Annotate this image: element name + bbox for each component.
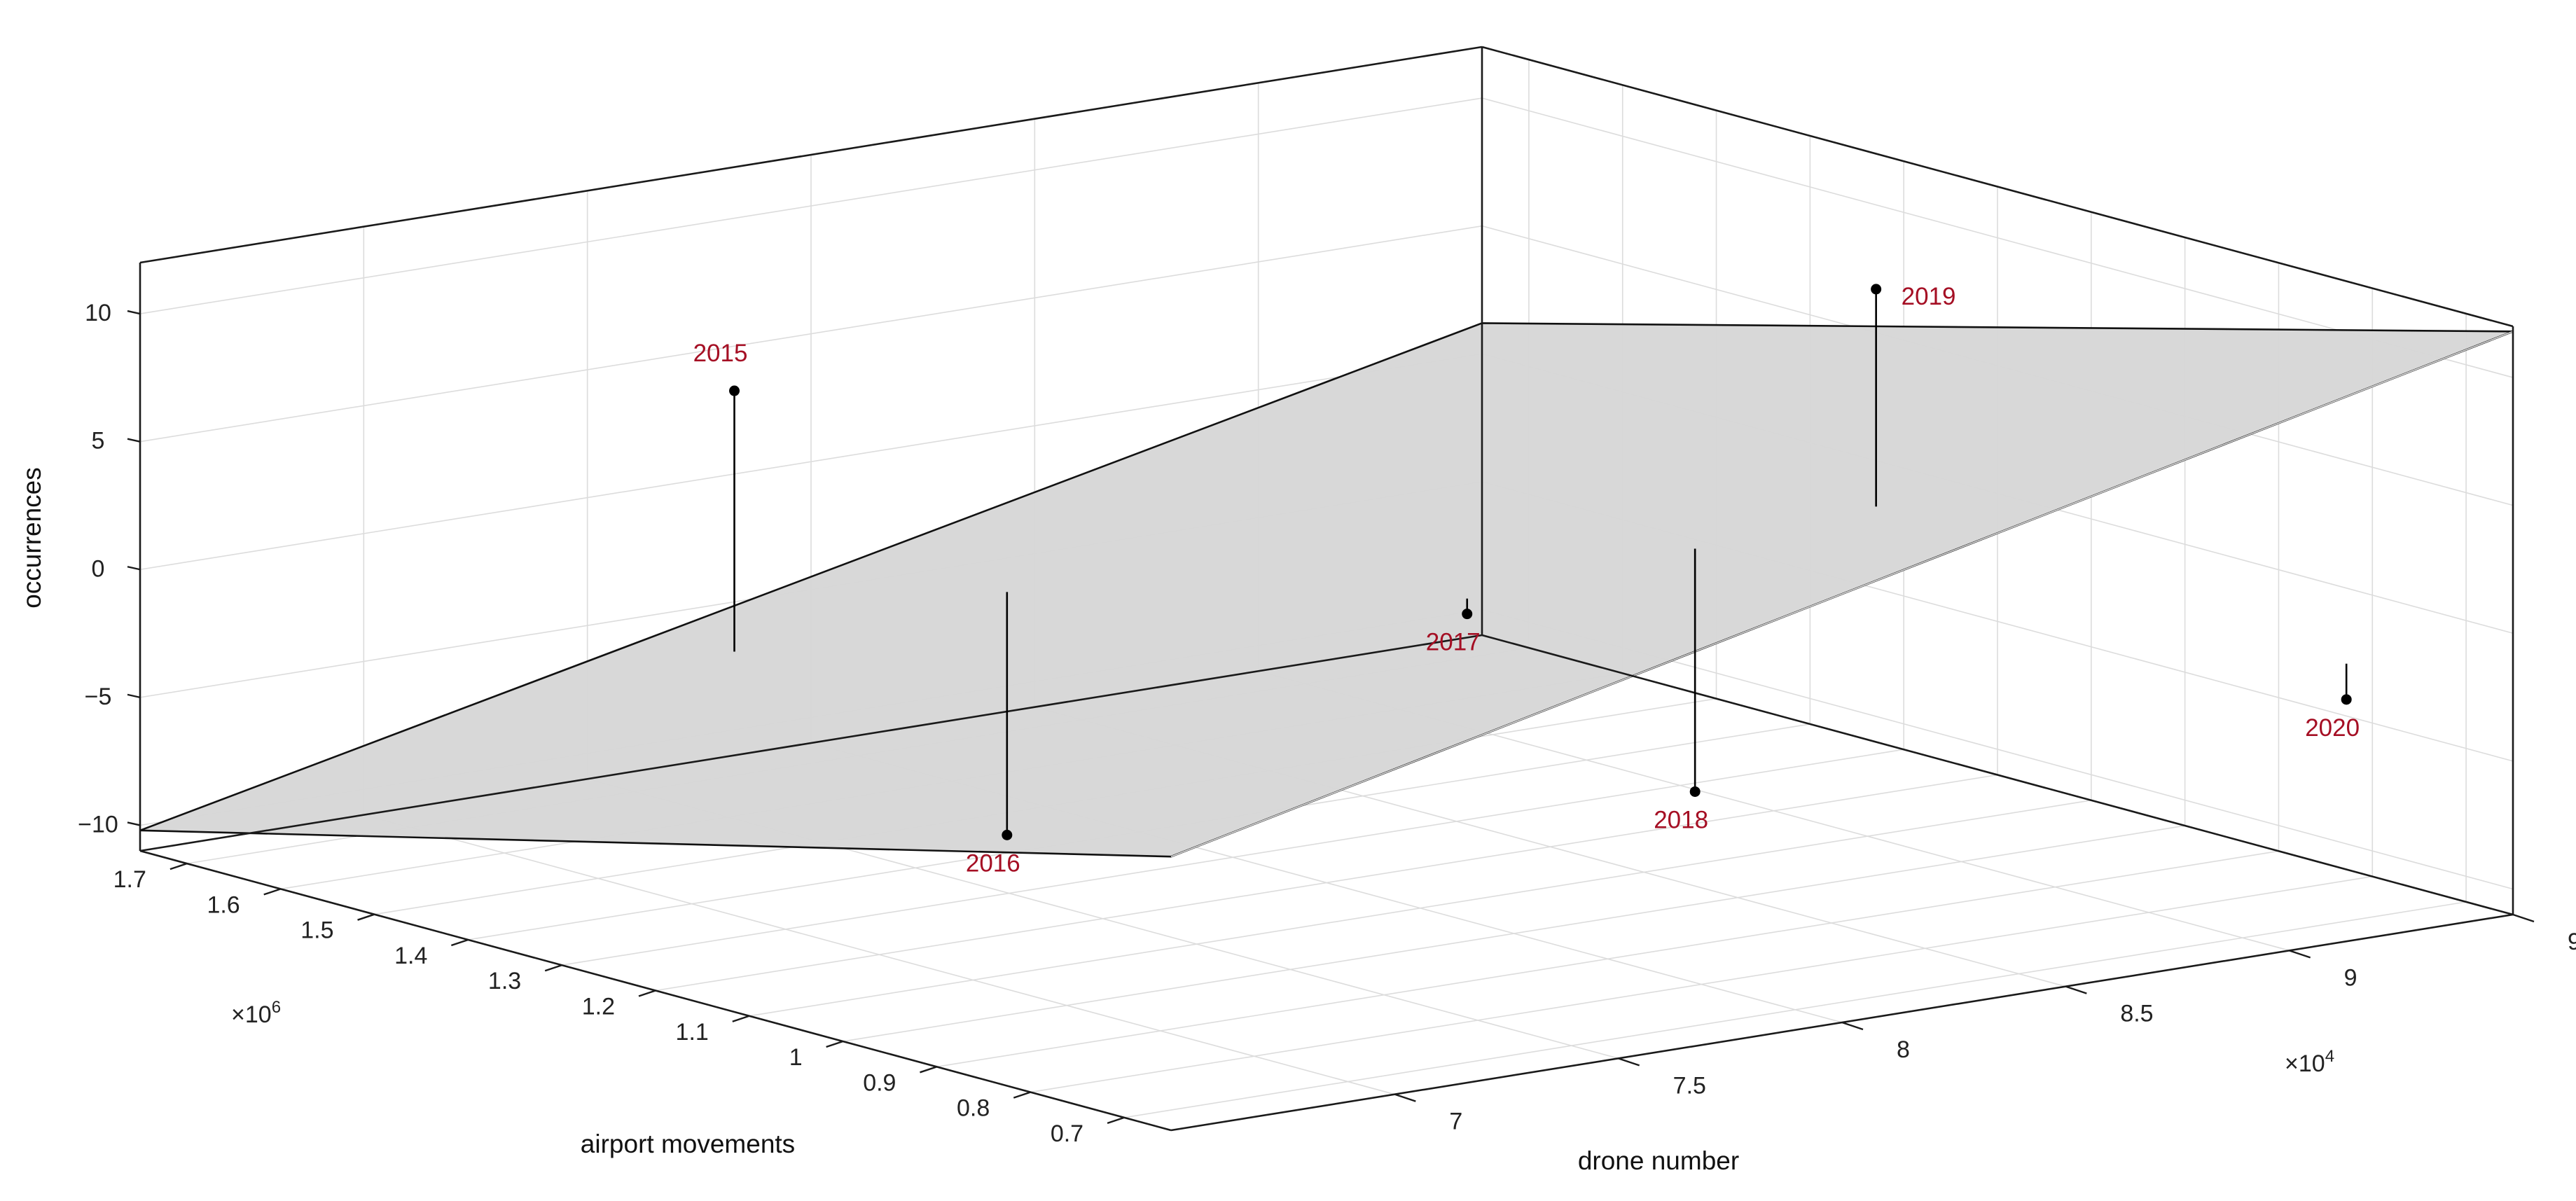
data-point-2020 [2341,694,2352,705]
data-label-2015: 2015 [693,340,748,367]
x-tick [732,1015,750,1022]
x-tick [263,888,282,896]
x-tick-label: 1.2 [582,994,615,1020]
x-tick-label: 1.1 [676,1019,709,1046]
data-stems: 2015 2016 2017 2018 2019 2020 [693,283,2360,877]
x-tick [544,964,562,972]
data-point-2016 [1002,829,1013,840]
x-tick-label: 1.3 [488,968,521,994]
x-tick-label: 1.4 [394,943,427,969]
x-tick-label: 1.5 [300,917,333,944]
x-tick-label: 1 [789,1044,803,1071]
z-tick-label: 5 [92,428,105,454]
axis-ticks: −10 −5 0 5 10 0.7 0.8 0.9 1 1.1 1.2 1.3 1.4 1.5 1.6 1.7… [78,300,2576,1147]
x-multiplier: ×106 [231,998,281,1028]
y-tick [2512,913,2535,923]
data-label-2016: 2016 [966,849,1020,877]
x-tick [357,913,375,921]
x-tick [450,938,469,947]
z-tick-label: 10 [85,300,111,326]
box-edge [139,634,1483,852]
data-point-2019 [1871,284,1882,295]
z-tick [127,438,141,443]
z-tick-label: 0 [92,555,105,582]
z-tick [127,310,141,315]
regression-plane [139,322,2514,858]
y-tick-label: 7 [1449,1109,1462,1135]
box-edge [1481,46,2514,328]
y-tick-label: 9 [2344,964,2357,991]
y-tick [2289,950,2311,959]
y-axis-title: drone number [1578,1146,1739,1175]
data-point-2015 [729,385,740,396]
y-tick-label: 9.5 [2568,929,2576,955]
y-multiplier: ×104 [2285,1047,2334,1077]
x-tick [920,1066,937,1074]
y-tick-label: 8.5 [2120,1001,2153,1027]
x-tick [826,1040,844,1048]
x-tick [1013,1091,1031,1099]
y-tick-label: 8 [1897,1036,1910,1063]
box-edge [139,46,1483,264]
x-tick [638,990,656,997]
x-tick [169,862,188,870]
x-tick-label: 1.7 [113,866,146,893]
data-label-2020: 2020 [2305,714,2360,742]
x-tick [1107,1116,1125,1125]
plane-diagonal [1170,331,2514,857]
z-tick [127,566,141,571]
data-label-2018: 2018 [1654,806,1708,833]
data-point-2017 [1462,609,1473,620]
data-label-2017: 2017 [1426,629,1481,656]
y-tick [1841,1021,1864,1031]
z-axis-title: occurrences [18,467,46,609]
data-label-2019: 2019 [1902,283,1956,310]
y-tick-label: 7.5 [1673,1072,1706,1099]
z-tick [127,821,141,826]
x-tick-label: 0.9 [863,1069,896,1096]
plane-surface [139,322,2514,858]
z-tick-label: −5 [85,683,112,710]
y-tick [2065,985,2087,994]
x-axis-title: airport movements [581,1130,795,1158]
x-tick-label: 1.6 [207,891,240,918]
x-multiplier-exp: 6 [272,998,281,1017]
z-tick [127,693,141,699]
data-point-2018 [1689,786,1701,797]
z-tick-label: −10 [78,811,118,838]
x-tick-label: 0.7 [1051,1120,1083,1147]
y-tick [1394,1093,1416,1102]
x-tick-label: 0.8 [957,1095,990,1122]
y-tick [1618,1057,1640,1067]
box-edge [1481,634,2514,916]
grid-line-y-floor [363,814,1395,1095]
y-multiplier-exp: 4 [2325,1047,2334,1066]
